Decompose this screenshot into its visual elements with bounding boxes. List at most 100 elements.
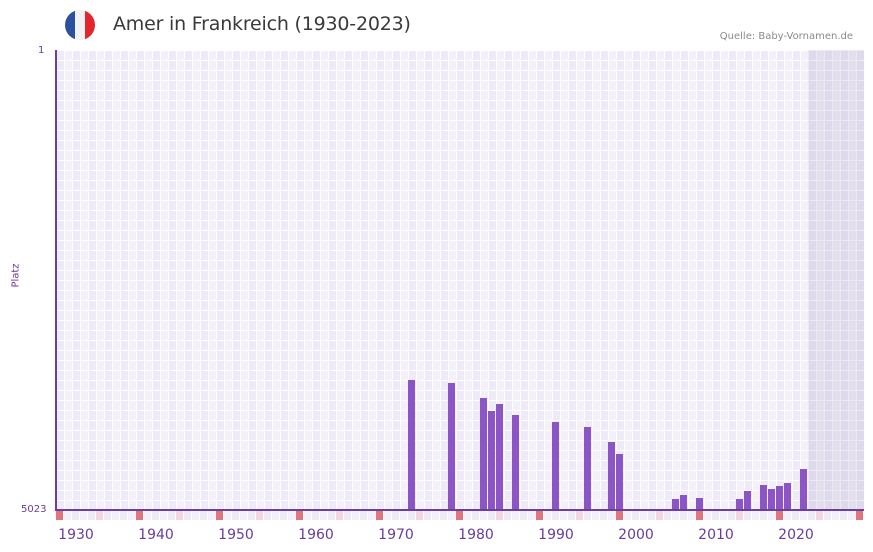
bar-1972[interactable]	[408, 380, 415, 510]
grid-cell	[537, 111, 544, 120]
bar-2008[interactable]	[696, 498, 703, 510]
bar-2021[interactable]	[800, 468, 807, 510]
grid-cell	[265, 101, 272, 110]
grid-cell	[649, 331, 656, 340]
grid-cell	[761, 391, 768, 400]
grid-cell	[353, 411, 360, 420]
grid-cell	[569, 261, 576, 270]
grid-cell	[105, 241, 112, 250]
grid-cell	[257, 381, 264, 390]
grid-cell	[313, 421, 320, 430]
grid-cell	[193, 71, 200, 80]
bar-1981[interactable]	[480, 397, 487, 510]
grid-cell	[473, 251, 480, 260]
grid-cell	[817, 151, 824, 160]
bar-2016[interactable]	[760, 484, 767, 510]
grid-cell	[185, 71, 192, 80]
bar-1977[interactable]	[448, 382, 455, 510]
grid-cell	[801, 181, 808, 190]
grid-cell	[673, 101, 680, 110]
grid-cell	[801, 301, 808, 310]
grid-cell	[241, 361, 248, 370]
grid-cell	[729, 131, 736, 140]
grid-cell	[417, 71, 424, 80]
grid-cell	[313, 181, 320, 190]
grid-cell	[57, 241, 64, 250]
bar-2017[interactable]	[768, 489, 775, 510]
x-tick-label: 1970	[378, 527, 414, 543]
grid-cell	[577, 501, 584, 510]
grid-cell	[521, 491, 528, 500]
grid-cell	[337, 241, 344, 250]
grid-cell	[161, 421, 168, 430]
grid-cell	[841, 191, 848, 200]
grid-cell	[321, 491, 328, 500]
grid-cell	[249, 491, 256, 500]
grid-cell	[305, 141, 312, 150]
grid-cell	[257, 361, 264, 370]
grid-cell	[257, 61, 264, 70]
grid-cell	[441, 171, 448, 180]
grid-cell	[777, 291, 784, 300]
grid-cell	[697, 291, 704, 300]
grid-cell	[697, 421, 704, 430]
grid-cell	[681, 151, 688, 160]
grid-cell	[353, 311, 360, 320]
grid-cell	[417, 91, 424, 100]
grid-cell	[505, 131, 512, 140]
grid-cell	[601, 251, 608, 260]
bar-2005[interactable]	[672, 499, 679, 510]
bar-1998[interactable]	[616, 454, 623, 510]
grid-cell	[169, 251, 176, 260]
grid-cell	[705, 211, 712, 220]
grid-cell	[193, 281, 200, 290]
grid-cell	[257, 81, 264, 90]
grid-cell	[257, 501, 264, 510]
bar-1997[interactable]	[608, 442, 615, 510]
grid-cell	[553, 171, 560, 180]
bar-1983[interactable]	[496, 404, 503, 510]
grid-cell	[473, 501, 480, 510]
grid-cell	[601, 391, 608, 400]
grid-cell	[577, 201, 584, 210]
grid-cell	[225, 311, 232, 320]
bar-2018[interactable]	[776, 486, 783, 510]
grid-cell	[449, 91, 456, 100]
grid-cell	[345, 221, 352, 230]
grid-cell	[385, 51, 392, 60]
bar-2019[interactable]	[784, 482, 791, 510]
grid-cell	[385, 431, 392, 440]
grid-cell	[97, 191, 104, 200]
grid-cell	[529, 91, 536, 100]
grid-cell	[113, 351, 120, 360]
grid-cell	[377, 111, 384, 120]
bar-2014[interactable]	[744, 491, 751, 510]
grid-cell	[137, 381, 144, 390]
grid-cell	[849, 141, 856, 150]
grid-cell	[81, 421, 88, 430]
grid-cell	[457, 331, 464, 340]
bar-2013[interactable]	[736, 499, 743, 510]
grid-cell	[329, 91, 336, 100]
grid-cell	[809, 281, 816, 290]
grid-cell	[201, 241, 208, 250]
grid-cell	[809, 441, 816, 450]
grid-cell	[737, 441, 744, 450]
grid-cell	[209, 441, 216, 450]
bar-1982[interactable]	[488, 410, 495, 510]
grid-cell	[297, 131, 304, 140]
bar-2006[interactable]	[680, 494, 687, 510]
grid-cell	[849, 181, 856, 190]
grid-cell	[169, 281, 176, 290]
bar-1990[interactable]	[552, 421, 559, 510]
grid-cell	[681, 111, 688, 120]
grid-cell	[337, 351, 344, 360]
grid-cell	[433, 181, 440, 190]
grid-cell	[105, 501, 112, 510]
grid-cell	[729, 321, 736, 330]
bar-1985[interactable]	[512, 415, 519, 510]
projection-shade	[808, 50, 864, 510]
bar-1994[interactable]	[584, 427, 591, 510]
grid-cell	[721, 241, 728, 250]
grid-cell	[745, 261, 752, 270]
